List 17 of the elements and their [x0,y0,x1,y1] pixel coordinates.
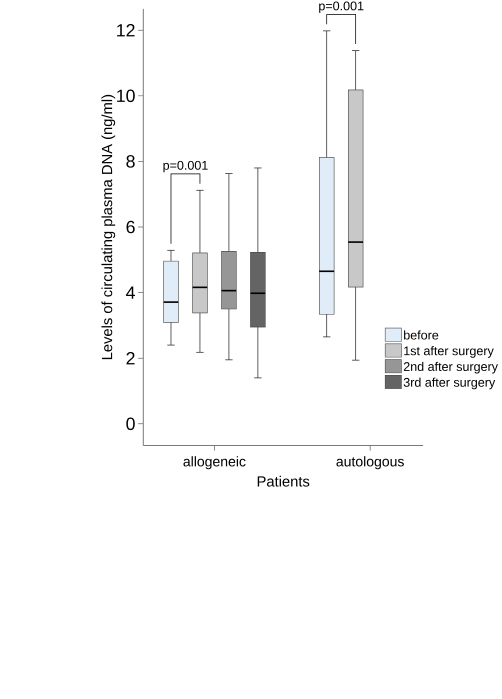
y-tick-label: 2 [126,352,135,364]
annotation: p=0.001 [319,1,364,13]
x-axis-title: Patients [258,476,310,487]
legend-label: 3rd after surgery [404,378,496,390]
legend-label: before [404,330,438,340]
annotation: p=0.001 [164,160,208,172]
y-tick-label: 6 [126,220,135,234]
x-tick-label: autologous [336,456,404,470]
y-tick-label: 8 [126,155,135,168]
x-tick-label: allogeneic [184,456,246,470]
y-tick-label: 12 [117,24,135,36]
legend-label: 1st after surgery [404,346,494,358]
y-tick-label: 4 [126,286,136,299]
y-tick-label: 10 [117,90,135,102]
y-tick-label: 0 [126,418,135,430]
y-axis-title: Levels of circulating plasma DNA (ng/ml) [102,94,116,360]
legend-label: 2nd after surgery [404,362,498,374]
